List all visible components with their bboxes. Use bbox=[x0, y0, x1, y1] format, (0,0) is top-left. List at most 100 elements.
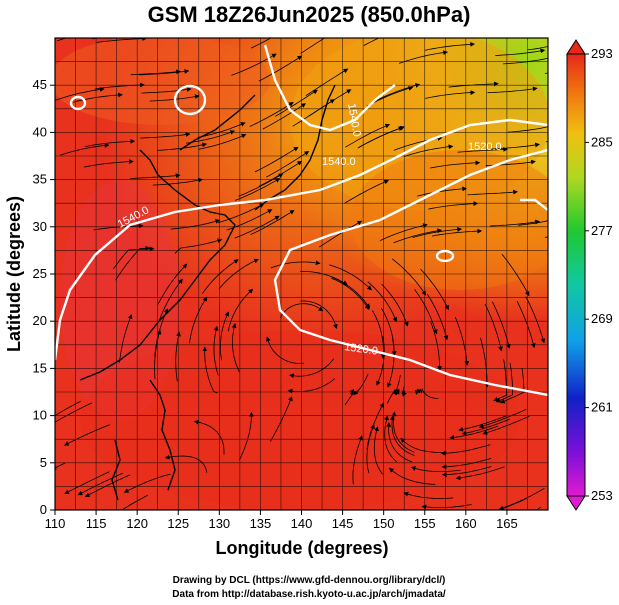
streamline bbox=[158, 278, 183, 323]
streamline bbox=[157, 142, 208, 151]
streamline bbox=[366, 423, 375, 474]
streamline bbox=[441, 466, 492, 477]
colorbar-tick-label: 269 bbox=[591, 311, 613, 326]
streamline bbox=[201, 259, 239, 294]
contour-label: 1540.0 bbox=[345, 102, 363, 137]
colorbar-tick-label: 293 bbox=[591, 46, 613, 61]
colorbar-max-arrow bbox=[566, 39, 586, 55]
streamline bbox=[489, 142, 540, 150]
colorbar-ticks: 293 285 277 269 261 253 bbox=[585, 46, 613, 503]
streamline bbox=[149, 94, 200, 102]
y-tick-label: 25 bbox=[33, 266, 47, 281]
coastline-philippines bbox=[149, 379, 176, 491]
streamline bbox=[455, 466, 505, 481]
streamline bbox=[287, 378, 335, 394]
colorbar-scale bbox=[566, 53, 586, 497]
streamline bbox=[458, 415, 507, 432]
x-axis: 110 115 120 125 130 135 140 145 150 155 160 165 bbox=[45, 510, 518, 531]
contour-small-closed bbox=[69, 95, 87, 111]
streamline bbox=[55, 87, 105, 101]
streamline bbox=[467, 189, 518, 196]
streamline bbox=[154, 308, 169, 357]
streamline bbox=[372, 310, 386, 359]
streamline bbox=[430, 160, 481, 169]
x-tick-label: 165 bbox=[496, 516, 518, 531]
streamline bbox=[123, 473, 171, 493]
colorbar-tick-label: 253 bbox=[591, 488, 613, 503]
streamline bbox=[380, 307, 397, 357]
x-tick-label: 125 bbox=[167, 516, 189, 531]
streamline bbox=[501, 253, 530, 297]
land-mass-tint bbox=[60, 180, 180, 420]
streamline bbox=[305, 68, 349, 97]
streamline bbox=[55, 468, 57, 471]
streamline bbox=[403, 491, 454, 499]
credit-drawing: Drawing by DCL (https://www.gfd-dennou.o… bbox=[173, 575, 446, 586]
streamline bbox=[480, 337, 490, 388]
contour-label: 1520.0 bbox=[344, 341, 379, 358]
streamline bbox=[239, 411, 254, 461]
streamline bbox=[227, 288, 254, 332]
streamline bbox=[372, 83, 421, 103]
height-contours bbox=[55, 44, 548, 397]
streamline bbox=[193, 419, 225, 455]
streamline bbox=[85, 138, 136, 147]
streamline bbox=[381, 284, 409, 327]
streamline bbox=[454, 317, 470, 366]
streamline bbox=[527, 46, 548, 51]
streamline bbox=[266, 336, 304, 364]
streamline bbox=[217, 203, 265, 224]
streamline bbox=[388, 467, 436, 485]
streamline bbox=[398, 50, 449, 64]
streamline bbox=[495, 362, 513, 403]
streamline bbox=[198, 133, 247, 150]
streamline bbox=[489, 219, 541, 227]
streamline bbox=[373, 426, 383, 475]
streamline bbox=[186, 130, 236, 144]
streamline bbox=[77, 472, 124, 496]
streamline bbox=[412, 227, 463, 238]
streamline bbox=[266, 150, 310, 178]
colorbar-min-arrow bbox=[566, 495, 586, 511]
streamline bbox=[482, 415, 530, 435]
streamline bbox=[238, 173, 284, 197]
streamline bbox=[73, 92, 123, 103]
streamline bbox=[353, 373, 369, 396]
streamline bbox=[414, 387, 439, 399]
streamline bbox=[425, 41, 476, 51]
streamline bbox=[189, 296, 208, 344]
x-tick-label: 160 bbox=[455, 516, 477, 531]
contour-small-high bbox=[435, 249, 455, 263]
streamline bbox=[391, 258, 427, 296]
streamline bbox=[84, 474, 131, 497]
streamline bbox=[478, 409, 527, 429]
streamline bbox=[503, 55, 548, 65]
credit-data: Data from http://database.rish.kyoto-u.a… bbox=[172, 589, 446, 600]
streamline bbox=[525, 296, 546, 344]
streamline bbox=[60, 143, 110, 156]
streamline bbox=[174, 238, 223, 254]
streamline bbox=[487, 86, 538, 94]
streamlines bbox=[55, 38, 548, 510]
streamline bbox=[235, 178, 281, 201]
streamline bbox=[414, 289, 438, 335]
coastline-borneo bbox=[111, 439, 121, 501]
streamline bbox=[426, 293, 449, 341]
y-tick-label: 0 bbox=[40, 502, 47, 517]
contour-1540-north bbox=[263, 44, 396, 132]
colorbar-tick-label: 277 bbox=[591, 223, 613, 238]
streamline bbox=[139, 69, 190, 76]
plot-area: 1540.0 1540.0 1520.0 1520.0 1540.0 bbox=[55, 38, 548, 510]
streamline bbox=[130, 69, 181, 76]
streamline bbox=[516, 300, 536, 349]
streamline bbox=[391, 411, 415, 453]
streamline bbox=[55, 400, 81, 416]
streamline bbox=[441, 458, 492, 470]
streamline bbox=[421, 504, 472, 510]
streamline bbox=[55, 462, 66, 469]
streamline bbox=[262, 103, 307, 130]
streamline bbox=[254, 146, 299, 173]
streamline bbox=[329, 264, 372, 291]
y-tick-label: 15 bbox=[33, 360, 47, 375]
streamline bbox=[164, 454, 208, 473]
